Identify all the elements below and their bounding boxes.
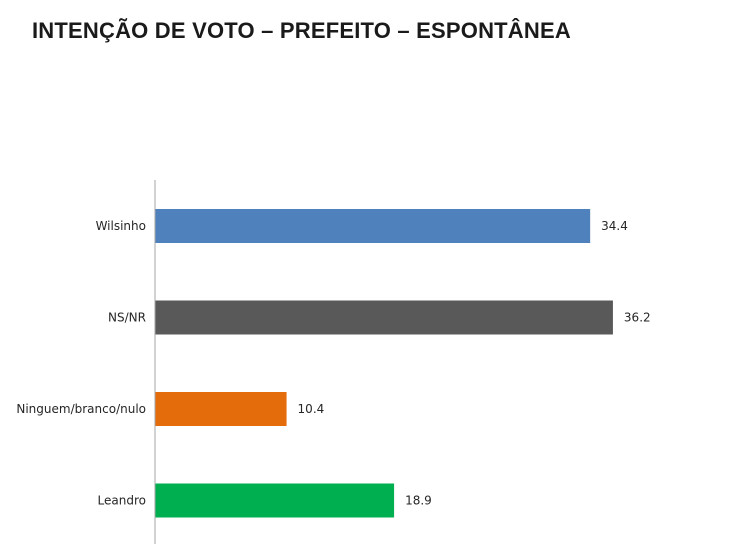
value-label-leandro: 18.9 [405, 494, 432, 508]
bar-ns-nr [155, 300, 613, 335]
chart-title: INTENÇÃO DE VOTO – PREFEITO – ESPONTÂNEA [32, 18, 571, 43]
value-label-ns-nr: 36.2 [624, 311, 651, 325]
category-labels: Wilsinho NS/NR Ninguem/branco/nulo Leandro [16, 219, 146, 508]
bar-leandro [155, 483, 395, 518]
bar-ninguem-branco-nulo [155, 392, 287, 426]
value-label-wilsinho: 34.4 [601, 219, 628, 233]
value-labels: 34.4 36.2 10.4 18.9 [298, 219, 651, 508]
category-label-wilsinho: Wilsinho [96, 219, 146, 233]
category-label-leandro: Leandro [98, 494, 146, 508]
bar-group [155, 209, 613, 518]
value-label-ninguem-branco-nulo: 10.4 [298, 402, 325, 416]
category-label-ns-nr: NS/NR [108, 311, 146, 325]
bar-wilsinho [155, 209, 591, 243]
category-label-ninguem-branco-nulo: Ninguem/branco/nulo [16, 402, 146, 416]
